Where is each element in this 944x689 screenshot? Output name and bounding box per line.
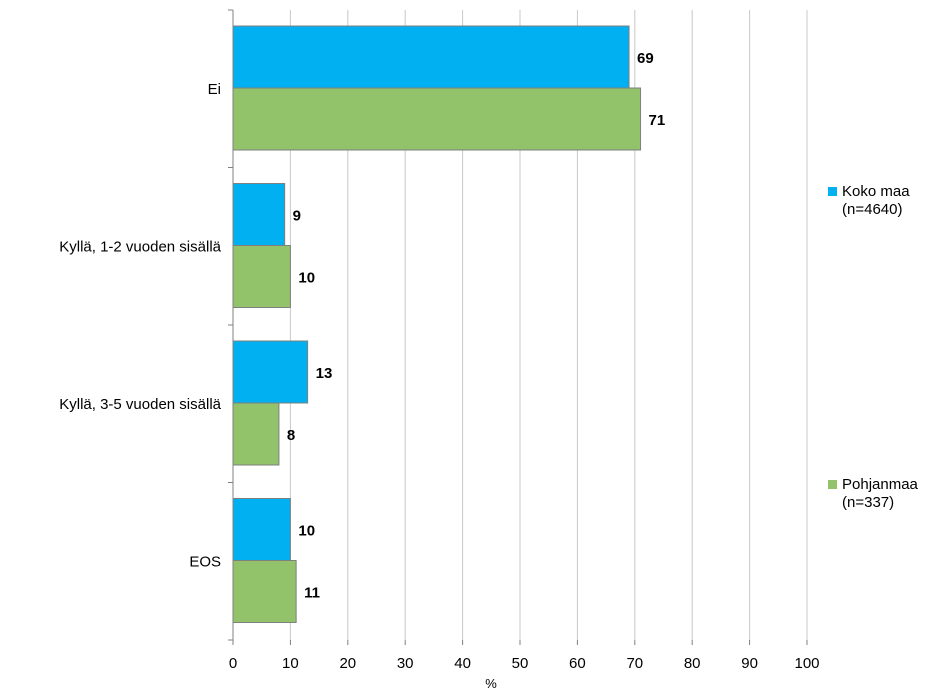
data-label-kyll-1-2-vuoden-sis-ll-series-1: 10 [298,270,315,287]
x-tick-label-30: 30 [397,655,414,672]
x-axis-title: % [485,676,497,689]
x-tick-label-40: 40 [454,655,471,672]
x-tick-label-10: 10 [282,655,299,672]
legend-item-pohjanmaa: Pohjanmaa (n=337) [828,476,918,512]
legend-item-koko-maa: Koko maa (n=4640) [828,183,910,219]
x-tick-label-70: 70 [626,655,643,672]
data-label-ei-series-1: 71 [649,112,666,129]
data-label-kyll-1-2-vuoden-sis-ll-series-0: 9 [293,208,301,225]
bar-ei-series-0 [232,25,630,89]
legend-label-pohjanmaa: Pohjanmaa [842,476,918,493]
x-tick-label-20: 20 [339,655,356,672]
x-tick-label-100: 100 [794,655,819,672]
category-label-kyll-3-5-vuoden-sis-ll: Kyllä, 3-5 vuoden sisällä [59,396,221,413]
category-label-eos: EOS [189,553,221,570]
x-tick-label-50: 50 [512,655,529,672]
x-tick-label-80: 80 [684,655,701,672]
bar-kyll-3-5-vuoden-sis-ll-series-0 [232,340,309,404]
legend-sublabel-koko-maa: (n=4640) [842,201,903,218]
legend-label-koko-maa: Koko maa [842,183,910,200]
data-label-eos-series-1: 11 [304,585,320,602]
category-label-kyll-1-2-vuoden-sis-ll: Kyllä, 1-2 vuoden sisällä [59,238,221,255]
legend-sublabel-pohjanmaa: (n=337) [842,494,895,511]
bars [232,25,642,623]
x-tick-label-0: 0 [229,655,237,672]
bar-ei-series-1 [232,87,642,151]
axes [228,9,808,645]
data-label-kyll-3-5-vuoden-sis-ll-series-0: 13 [316,365,333,382]
legend-swatch-pohjanmaa [828,480,837,489]
data-label-ei-series-0: 69 [637,50,654,67]
bar-eos-series-1 [232,560,297,623]
x-tick-label-90: 90 [741,655,758,672]
labels: 0 10 20 30 40 50 60 70 80 90 100 69 71 Ei 9 10 Kyllä, 1-… [59,50,819,672]
bar-kyll-3-5-vuoden-sis-ll-series-1 [232,402,280,466]
data-label-kyll-3-5-vuoden-sis-ll-series-1: 8 [287,427,295,444]
category-label-ei: Ei [208,81,221,98]
legend-swatch-koko-maa [828,187,837,196]
bar-eos-series-0 [232,498,291,561]
bar-kyll-1-2-vuoden-sis-ll-series-1 [232,245,291,308]
data-label-eos-series-0: 10 [298,523,315,540]
bar-kyll-1-2-vuoden-sis-ll-series-0 [232,183,286,246]
x-tick-label-60: 60 [569,655,586,672]
